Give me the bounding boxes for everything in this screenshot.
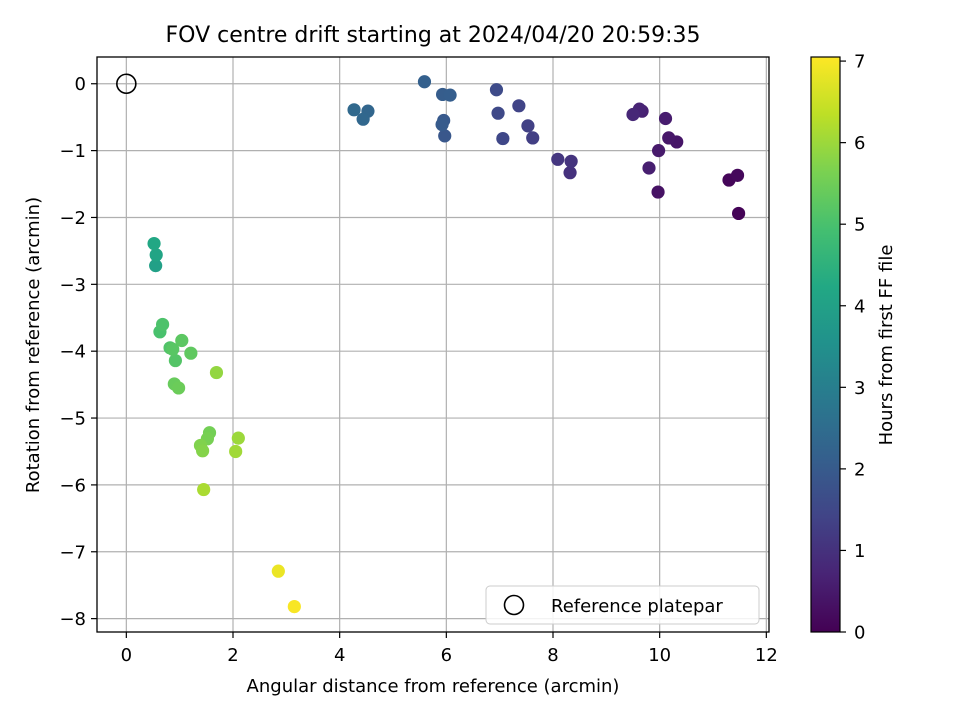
- data-point: [491, 106, 505, 120]
- legend-box: [485, 585, 760, 625]
- y-tick-label: −3: [59, 275, 86, 296]
- plot-area: 0 2 4 6 8 10 12 0 −1 −2 −3 −4 −5 −6 −7 −8: [59, 56, 778, 666]
- colorbar-tick-label: 5: [854, 215, 865, 236]
- colorbar-ticks: 0 1 2 3 4 5 6 7: [840, 52, 865, 644]
- data-point: [526, 131, 540, 145]
- colorbar-tick-label: 0: [854, 623, 865, 644]
- data-point: [521, 119, 535, 133]
- data-point: [563, 166, 577, 180]
- y-tick-label: 0: [75, 74, 86, 95]
- data-point: [229, 444, 243, 459]
- x-tick-label: 0: [121, 645, 132, 666]
- data-point: [443, 88, 457, 102]
- data-point: [356, 112, 370, 126]
- x-tick-label: 4: [334, 645, 345, 666]
- colorbar-label: Hours from first FF file: [876, 245, 897, 446]
- data-point: [231, 431, 245, 445]
- legend: Reference platepar: [485, 585, 760, 625]
- data-point: [732, 206, 746, 221]
- colorbar-tick-label: 6: [854, 133, 865, 154]
- reference-marker: [116, 73, 137, 95]
- data-point: [175, 333, 189, 348]
- x-tick-label: 12: [755, 645, 778, 666]
- y-tick-label: −8: [59, 609, 86, 630]
- data-point: [489, 83, 504, 97]
- colorbar: 0 1 2 3 4 5 6 7 Hours from first FF file: [810, 52, 897, 644]
- data-point: [551, 152, 565, 166]
- data-point: [626, 107, 640, 122]
- colorbar-tick-label: 3: [854, 378, 865, 399]
- y-tick-label: −4: [59, 342, 86, 363]
- data-point: [156, 317, 170, 332]
- data-point: [166, 342, 180, 356]
- colorbar-tick-label: 4: [854, 296, 865, 317]
- data-point: [149, 248, 163, 262]
- y-tick-label: −7: [59, 542, 86, 563]
- data-point: [512, 99, 526, 113]
- data-point: [197, 482, 211, 497]
- y-tick-label: −2: [59, 208, 86, 229]
- data-point: [271, 564, 285, 578]
- colorbar-gradient: [810, 56, 841, 633]
- data-point: [168, 353, 182, 368]
- x-axis-ticks: 0 2 4 6 8 10 12: [121, 632, 778, 666]
- data-point: [347, 103, 361, 117]
- data-point: [642, 161, 656, 175]
- colorbar-tick-label: 1: [854, 541, 865, 562]
- y-axis-label: Rotation from reference (arcmin): [23, 197, 44, 493]
- data-point: [149, 259, 163, 273]
- legend-entry-label: Reference platepar: [551, 596, 723, 617]
- data-point: [417, 75, 432, 89]
- data-point: [209, 365, 224, 380]
- data-point: [184, 346, 198, 360]
- y-tick-label: −6: [59, 475, 86, 496]
- data-point: [658, 111, 673, 126]
- data-point: [147, 236, 161, 251]
- colorbar-tick-label: 7: [854, 52, 865, 73]
- data-point: [662, 131, 676, 145]
- data-point: [564, 154, 578, 168]
- data-point: [652, 144, 666, 158]
- chart-title: FOV centre drift starting at 2024/04/20 …: [166, 23, 701, 48]
- x-tick-label: 10: [648, 645, 671, 666]
- plot-frame: [96, 56, 770, 633]
- y-axis-ticks: 0 −1 −2 −3 −4 −5 −6 −7 −8: [59, 74, 97, 630]
- x-tick-label: 2: [227, 645, 238, 666]
- data-point: [496, 131, 510, 146]
- data-point: [438, 129, 452, 143]
- y-tick-label: −1: [59, 141, 86, 162]
- data-points: [147, 75, 746, 614]
- data-point: [287, 599, 301, 614]
- data-point: [651, 185, 665, 199]
- data-point: [196, 444, 210, 458]
- data-point: [435, 117, 449, 132]
- data-point: [730, 168, 745, 182]
- y-tick-label: −5: [59, 409, 86, 430]
- legend-marker: [503, 594, 525, 616]
- x-tick-label: 8: [547, 645, 558, 666]
- colorbar-tick-label: 2: [854, 459, 865, 480]
- x-tick-label: 6: [441, 645, 452, 666]
- x-axis-label: Angular distance from reference (arcmin): [247, 676, 620, 697]
- data-point: [172, 381, 186, 395]
